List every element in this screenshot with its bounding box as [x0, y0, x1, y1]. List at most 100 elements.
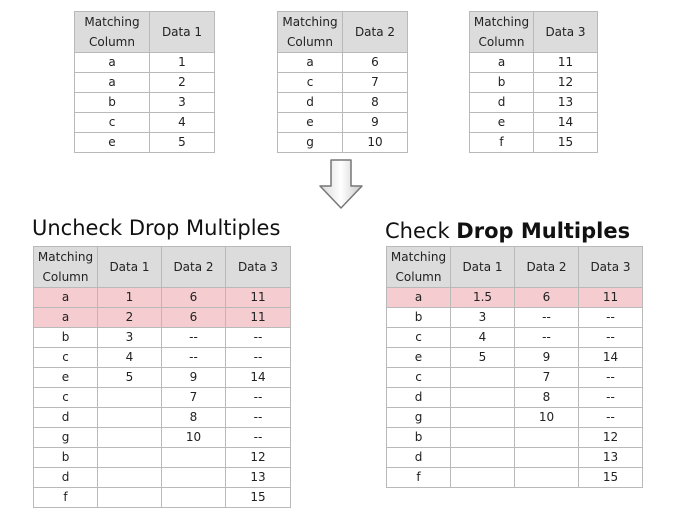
result-table-check: Matching Column Data 1 Data 2 Data 3 a 1.…: [386, 246, 643, 488]
table-cell-value: 6: [161, 287, 226, 308]
table-cell-key: g: [386, 407, 451, 428]
table-cell-value: 11: [533, 52, 598, 73]
header-data-1: Data 1: [149, 11, 215, 53]
table-cell-key: a: [469, 52, 534, 73]
table-cell-value: --: [161, 327, 226, 348]
table-cell-key: f: [33, 487, 98, 508]
table-cell-key: b: [386, 427, 451, 448]
table-cell-key: e: [469, 112, 534, 133]
table-cell-value: --: [578, 307, 643, 328]
down-arrow-icon: [319, 159, 363, 209]
table-cell-value: 7: [514, 367, 579, 388]
table-cell-key: c: [386, 327, 451, 348]
table-row: b 12: [33, 447, 291, 468]
table-row: b 12: [386, 427, 643, 448]
table-row-highlighted: a 1 6 11: [33, 287, 291, 308]
table-row: e 14: [469, 112, 598, 133]
table-cell-value: --: [225, 347, 291, 368]
table-cell-value: --: [578, 387, 643, 408]
table-body: a 6 c 7 d 8 e 9 g 10: [277, 52, 408, 153]
table-cell-key: g: [277, 132, 343, 153]
table-row: f 15: [469, 132, 598, 153]
table-cell-key: a: [33, 307, 98, 328]
table-cell-value: --: [514, 307, 579, 328]
table-cell-value: --: [225, 407, 291, 428]
table-cell-value: [97, 387, 162, 408]
table-row: c 4 -- --: [33, 347, 291, 368]
table-row: c 7 --: [33, 387, 291, 408]
table-cell-value: 15: [533, 132, 598, 153]
header-matching-column: Matching Column: [33, 246, 98, 288]
table-cell-value: 13: [533, 92, 598, 113]
table-cell-value: 10: [161, 427, 226, 448]
table-row: f 15: [386, 467, 643, 488]
table-cell-key: b: [33, 327, 98, 348]
header-matching-column: Matching Column: [469, 11, 534, 53]
table-cell-value: [450, 387, 515, 408]
header-data-3: Data 3: [225, 246, 291, 288]
header-row: Matching Column Data 1 Data 2 Data 3: [386, 246, 643, 288]
header-row: Matching Column Data 3: [469, 11, 598, 53]
heading-text: Uncheck Drop Multiples: [32, 216, 281, 240]
table-cell-value: 5: [450, 347, 515, 368]
table-cell-value: 14: [533, 112, 598, 133]
table-cell-value: 9: [161, 367, 226, 388]
table-cell-value: 12: [225, 447, 291, 468]
table-cell-value: [450, 467, 515, 488]
table-cell-value: [514, 427, 579, 448]
table-cell-value: --: [514, 327, 579, 348]
table-cell-value: [450, 447, 515, 468]
uncheck-drop-multiples-heading: Uncheck Drop Multiples: [32, 216, 280, 240]
table-cell-value: 14: [225, 367, 291, 388]
table-cell-value: 5: [97, 367, 162, 388]
table-row: d 8 --: [386, 387, 643, 408]
table-cell-value: --: [578, 327, 643, 348]
table-cell-value: [514, 467, 579, 488]
table-cell-value: 4: [450, 327, 515, 348]
table-row: b 12: [469, 72, 598, 93]
table-cell-value: [161, 447, 226, 468]
table-cell-key: d: [386, 387, 451, 408]
header-matching-column: Matching Column: [277, 11, 343, 53]
table-cell-key: e: [277, 112, 343, 133]
table-row: g 10: [277, 132, 408, 153]
table-cell-value: 15: [578, 467, 643, 488]
table-cell-value: 7: [161, 387, 226, 408]
table-cell-key: e: [386, 347, 451, 368]
table-cell-key: f: [386, 467, 451, 488]
table-cell-key: a: [33, 287, 98, 308]
table-cell-key: a: [386, 287, 451, 308]
check-drop-multiples-heading: Check Drop Multiples: [385, 219, 630, 243]
table-cell-value: [97, 467, 162, 488]
table-cell-value: --: [578, 407, 643, 428]
table-row: a 11: [469, 52, 598, 73]
table-cell-value: --: [578, 367, 643, 388]
table-row: c 7 --: [386, 367, 643, 388]
table-cell-value: 1: [97, 287, 162, 308]
table-cell-value: [450, 407, 515, 428]
heading-prefix: Check: [385, 219, 457, 243]
table-row: g 10 --: [33, 427, 291, 448]
table-cell-value: 10: [342, 132, 408, 153]
table-cell-key: d: [469, 92, 534, 113]
table-cell-key: c: [74, 112, 150, 133]
table-cell-value: 13: [578, 447, 643, 468]
table-cell-value: --: [225, 327, 291, 348]
table-body: a 1 6 11 a 2 6 11 b 3 -- -- c 4 -- -- e 5 9 14 c 7 -- d 8 -- g 10 --…: [33, 287, 291, 508]
table-cell-key: a: [74, 72, 150, 93]
table-body: a 11 b 12 d 13 e 14 f 15: [469, 52, 598, 153]
table-row: d 13: [33, 467, 291, 488]
table-row: d 13: [469, 92, 598, 113]
table-cell-key: b: [74, 92, 150, 113]
table-body: a 1.5 6 11 b 3 -- -- c 4 -- -- e 5 9 14 c 7 -- d 8 -- g 10 -- b 12…: [386, 287, 643, 488]
table-cell-key: d: [386, 447, 451, 468]
